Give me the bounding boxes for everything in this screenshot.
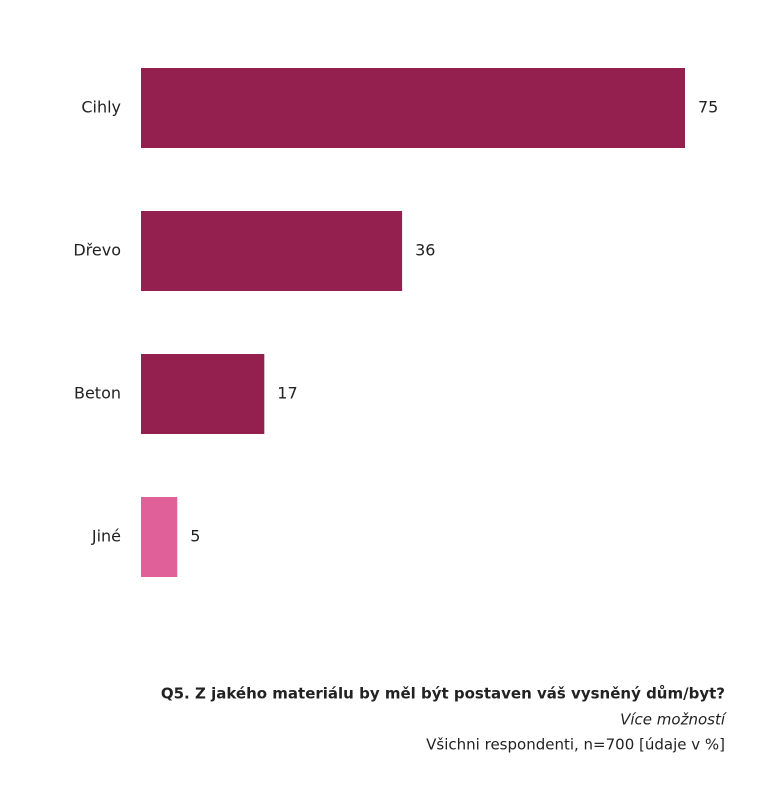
value-label: 36 bbox=[415, 241, 435, 260]
value-label: 17 bbox=[277, 384, 297, 403]
category-label: Cihly bbox=[81, 98, 121, 117]
value-label: 75 bbox=[698, 98, 718, 117]
chart-title: Q5. Z jakého materiálu by měl být postav… bbox=[161, 685, 725, 703]
bar bbox=[141, 354, 265, 434]
category-label: Beton bbox=[74, 384, 121, 403]
chart-note: Všichni respondenti, n=700 [údaje v %] bbox=[426, 736, 725, 754]
category-label: Dřevo bbox=[73, 241, 121, 260]
bar bbox=[141, 497, 178, 577]
value-label: 5 bbox=[190, 527, 200, 546]
bar bbox=[141, 68, 685, 148]
bar bbox=[141, 211, 403, 291]
category-label: Jiné bbox=[91, 527, 121, 546]
chart-subtitle: Více možností bbox=[620, 711, 727, 729]
